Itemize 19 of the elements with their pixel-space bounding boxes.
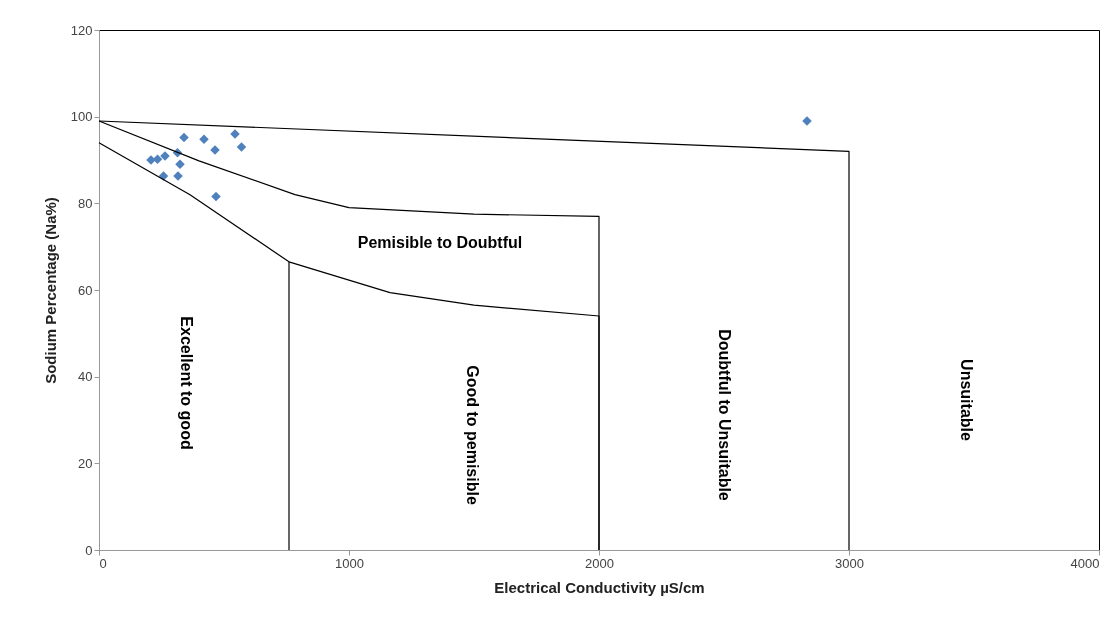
annotation: Doubtful to Unsuitable [716,329,733,501]
annotation: Unsuitable [958,359,975,441]
y-tick-label: 20 [78,455,93,471]
x-tick-label: 4000 [1070,555,1100,571]
x-tick-label: 2000 [585,555,614,571]
y-axis-title: Sodium Percentage (Na%) [41,197,59,384]
x-tick-label: 3000 [835,555,864,571]
y-tick-label: 80 [78,195,93,211]
x-axis-title: Electrical Conductivity µS/cm [494,578,705,596]
annotation: Good to pemisible [464,365,481,505]
y-tick-label: 60 [78,282,93,298]
y-tick-label: 100 [70,109,93,125]
x-tick-label: 1000 [335,555,364,571]
annotation: Excellent to good [178,316,195,450]
y-tick-label: 40 [78,369,93,385]
y-tick-label: 0 [85,542,93,558]
x-tick-label: 0 [99,555,107,571]
annotation: Pemisible to Doubtful [357,234,523,251]
y-tick-label: 120 [70,22,93,38]
